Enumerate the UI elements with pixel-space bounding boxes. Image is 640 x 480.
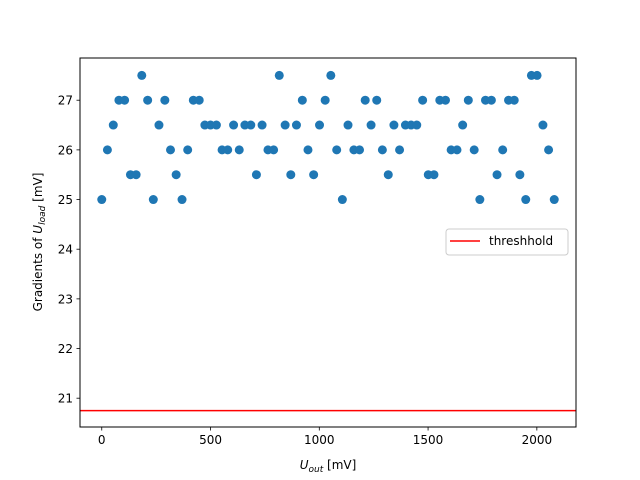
data-point (360, 95, 370, 105)
data-point (475, 195, 485, 205)
data-point (469, 145, 479, 155)
data-point (246, 120, 256, 130)
y-tick-label: 27 (58, 94, 73, 108)
data-point (463, 95, 473, 105)
x-tick-label: 2000 (522, 433, 553, 447)
x-axis: 0 500 1000 1500 2000 (98, 427, 552, 447)
data-point (309, 170, 319, 180)
data-point (108, 120, 118, 130)
data-point (303, 145, 313, 155)
legend: threshhold (445, 228, 569, 256)
data-point (440, 95, 450, 105)
legend-box (445, 228, 569, 256)
data-point (377, 145, 387, 155)
data-point (280, 120, 290, 130)
data-point (165, 145, 175, 155)
data-point (366, 120, 376, 130)
data-point (234, 145, 244, 155)
data-point (532, 70, 542, 80)
data-point (538, 120, 548, 130)
x-tick-label: 500 (199, 433, 222, 447)
data-point (332, 145, 342, 155)
data-point (412, 120, 422, 130)
data-point (395, 145, 405, 155)
plot-frame (79, 57, 577, 428)
y-tick-label: 26 (58, 143, 73, 157)
data-point (492, 170, 502, 180)
data-point (337, 195, 347, 205)
data-point (458, 120, 468, 130)
data-point (183, 145, 193, 155)
data-point (211, 120, 221, 130)
data-point (291, 120, 301, 130)
y-tick-label: 24 (58, 243, 73, 257)
data-point (194, 95, 204, 105)
data-point (355, 145, 365, 155)
data-point (515, 170, 525, 180)
data-point (326, 70, 336, 80)
data-point (223, 145, 233, 155)
data-point (154, 120, 164, 130)
y-tick-label: 22 (58, 342, 73, 356)
data-point (429, 170, 439, 180)
data-point (148, 195, 158, 205)
y-tick-label: 25 (58, 193, 73, 207)
x-tick-label: 1500 (413, 433, 444, 447)
data-point (286, 170, 296, 180)
data-point (251, 170, 261, 180)
data-point (143, 95, 153, 105)
data-point (320, 95, 330, 105)
data-point (498, 145, 508, 155)
data-point (229, 120, 239, 130)
data-point (171, 170, 181, 180)
y-axis-label: Gradients of Uload [mV] (31, 173, 48, 312)
data-point (274, 70, 284, 80)
data-point (389, 120, 399, 130)
y-tick-label: 23 (58, 292, 73, 306)
data-point (486, 95, 496, 105)
data-point (315, 120, 325, 130)
data-point (521, 195, 531, 205)
data-point (343, 120, 353, 130)
data-point (137, 70, 147, 80)
data-point (160, 95, 170, 105)
data-point (177, 195, 187, 205)
x-axis-label: Uout [mV] (300, 458, 357, 475)
x-tick-label: 1000 (304, 433, 335, 447)
data-point (131, 170, 141, 180)
legend-label-threshhold: threshhold (489, 234, 553, 248)
data-point (372, 95, 382, 105)
x-tick-label: 0 (98, 433, 106, 447)
data-point (452, 145, 462, 155)
data-point (297, 95, 307, 105)
y-axis: 21 22 23 24 25 26 27 (58, 94, 80, 406)
data-point (97, 195, 107, 205)
data-point (418, 95, 428, 105)
data-point (544, 145, 554, 155)
data-point (383, 170, 393, 180)
data-point (120, 95, 130, 105)
data-point (257, 120, 267, 130)
points-layer (97, 70, 559, 205)
data-point (549, 195, 559, 205)
data-point (269, 145, 279, 155)
data-point (509, 95, 519, 105)
y-tick-label: 21 (58, 392, 73, 406)
data-point (102, 145, 112, 155)
